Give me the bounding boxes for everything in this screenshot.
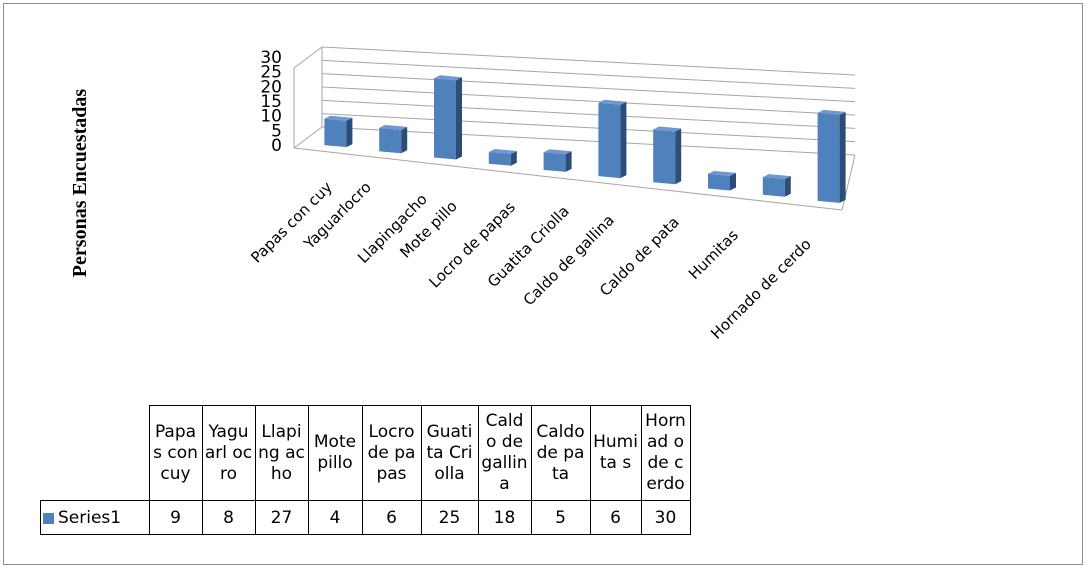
table-header-cell: Caldo de gallina (477, 405, 532, 501)
bar-top (762, 174, 791, 180)
bar-front (543, 152, 566, 172)
table-header-label: Mote pillo (313, 432, 357, 473)
bar (598, 99, 627, 179)
table-header-label: Caldo de pata (536, 421, 585, 484)
table-value-cell: 4 (307, 500, 363, 535)
table-header-label: Papas con cuy (153, 421, 198, 484)
bar-side (730, 172, 736, 191)
table-header-label: Guatita Criolla (426, 421, 473, 484)
table-header-cell: Papas con cuy (148, 405, 203, 501)
bar (379, 124, 408, 154)
bar-front (762, 177, 785, 197)
table-header-cell: Locro de papas (361, 405, 422, 501)
bar-side (620, 101, 627, 179)
y-tick-label: 30 (260, 48, 282, 68)
data-table: Papas con cuy Yaguarl ocro Llaping acho Mot… (40, 405, 691, 535)
bar-side (401, 126, 408, 154)
bar (324, 115, 353, 148)
table-header-label: Caldo de gallina (481, 411, 528, 494)
gridline (321, 46, 856, 76)
bar-top (324, 115, 353, 121)
x-tick-label: Humitas (685, 226, 742, 283)
table-header-cell: Llaping acho (254, 405, 309, 501)
bar-side (675, 128, 682, 185)
bar (708, 170, 736, 191)
floor-right-edge (841, 154, 856, 211)
chart-frame (3, 3, 1083, 565)
table-value-cell: 18 (477, 500, 532, 535)
table-corner (40, 405, 150, 501)
bar (762, 174, 791, 197)
y-tick-label: 15 (260, 92, 282, 112)
y-tick-label: 20 (260, 77, 282, 97)
bar (488, 148, 517, 166)
bar-top (434, 75, 462, 81)
gridline (321, 126, 856, 156)
bar-front (434, 78, 456, 160)
bar-front (817, 112, 840, 203)
table-header-cell: Yaguarl ocro (201, 405, 256, 501)
table-value-cell: 6 (361, 500, 422, 535)
table-value-cell: 5 (530, 500, 591, 535)
side-wall-edge (293, 46, 323, 69)
bar-front (379, 127, 402, 154)
bar-side (784, 176, 791, 197)
gridline (321, 73, 856, 103)
bar-top (488, 148, 517, 154)
bar-side (565, 151, 572, 172)
table-value-cell: 8 (201, 500, 256, 535)
table-value-cell: 9 (148, 500, 203, 535)
gridline (321, 99, 856, 129)
table-value-cell: 27 (254, 500, 309, 535)
bar (434, 75, 462, 160)
bar-top (379, 124, 408, 130)
table-header-label: Yaguarl ocro (204, 421, 253, 484)
gridline (321, 59, 856, 89)
legend-series-name: Series1 (58, 507, 122, 528)
bar-front (653, 129, 676, 185)
y-tick-label: 25 (260, 63, 282, 83)
table-header-label: Llaping acho (258, 421, 305, 484)
bar-front (708, 173, 730, 191)
legend-entry: Series1 (40, 500, 150, 535)
bar-top (817, 109, 846, 115)
bar-side (510, 150, 517, 166)
y-tick-label: 10 (260, 107, 282, 127)
table-header-cell: Mote pillo (307, 405, 363, 501)
bar-side (456, 77, 462, 160)
bar (653, 126, 682, 185)
table-header-label: Hornad o de cerdo (645, 411, 686, 494)
table-value-cell: 30 (640, 500, 691, 535)
table-header-label: Humita s (593, 432, 638, 473)
table-header-label: Locro de papas (367, 421, 416, 484)
floor-left-edge (293, 126, 323, 149)
table-value-cell: 25 (420, 500, 479, 535)
y-tick-label: 0 (271, 136, 282, 156)
bar (543, 149, 572, 172)
bar-top (653, 126, 682, 132)
bar-side (346, 117, 353, 148)
bar-top (598, 99, 627, 105)
table-header-cell: Guatita Criolla (420, 405, 479, 501)
gridline (321, 113, 856, 143)
bar-front (598, 102, 621, 179)
bar-front (324, 118, 347, 148)
bar-front (488, 151, 511, 166)
gridline (321, 86, 856, 116)
table-header-cell: Caldo de pata (530, 405, 591, 501)
floor-front-edge (293, 147, 843, 211)
bar-side (839, 111, 846, 203)
legend-swatch (43, 512, 54, 524)
bar-top (543, 149, 572, 155)
table-value-cell: 6 (589, 500, 642, 535)
y-tick-label: 5 (271, 121, 282, 141)
bar-top (708, 170, 736, 176)
table-header-cell: Hornad o de cerdo (640, 405, 691, 501)
table-header-cell: Humita s (589, 405, 642, 501)
bar (817, 109, 846, 203)
